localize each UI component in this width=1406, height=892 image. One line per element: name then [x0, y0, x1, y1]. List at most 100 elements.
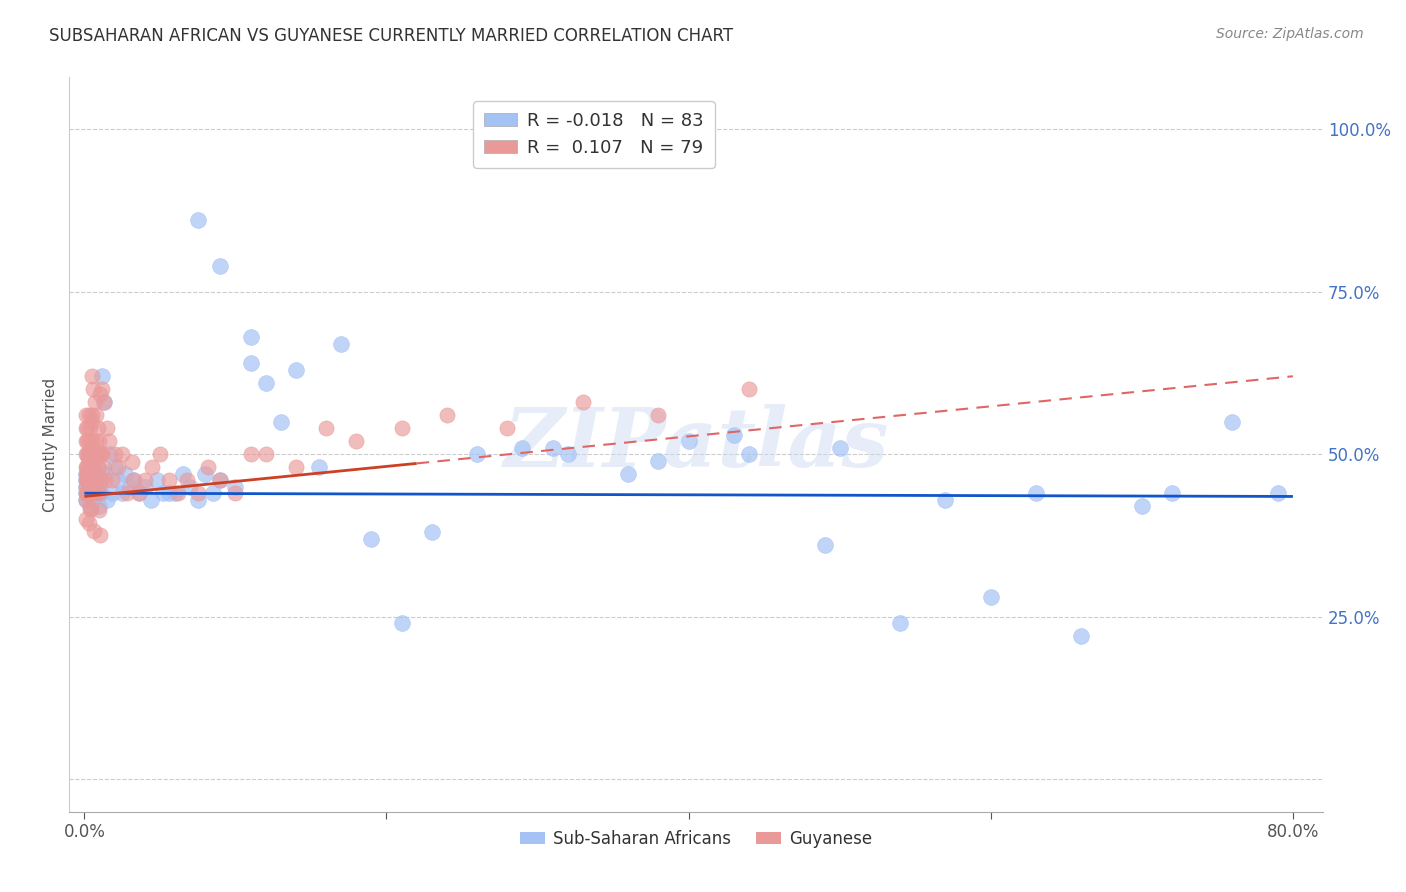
- Point: [107, 460, 129, 475]
- Point: [813, 538, 835, 552]
- Point: [118, 480, 141, 494]
- Point: [84, 447, 107, 461]
- Point: [678, 434, 700, 449]
- Point: [1130, 499, 1153, 513]
- Point: [738, 382, 761, 396]
- Point: [647, 409, 669, 423]
- Point: [91, 382, 114, 396]
- Point: [89, 447, 111, 461]
- Point: [224, 480, 246, 494]
- Point: [141, 460, 163, 475]
- Point: [96, 421, 118, 435]
- Point: [157, 473, 180, 487]
- Point: [96, 492, 118, 507]
- Point: [87, 460, 110, 475]
- Point: [111, 447, 134, 461]
- Point: [152, 486, 174, 500]
- Point: [80, 369, 103, 384]
- Point: [86, 409, 108, 423]
- Point: [86, 473, 108, 487]
- Point: [80, 502, 103, 516]
- Point: [239, 356, 262, 370]
- Point: [79, 499, 101, 513]
- Point: [75, 467, 97, 481]
- Point: [84, 467, 107, 481]
- Point: [90, 473, 112, 487]
- Point: [436, 409, 458, 423]
- Point: [89, 499, 111, 513]
- Point: [465, 447, 488, 461]
- Point: [75, 434, 97, 449]
- Point: [76, 460, 98, 475]
- Point: [79, 421, 101, 435]
- Point: [284, 460, 307, 475]
- Point: [111, 486, 134, 500]
- Point: [79, 447, 101, 461]
- Point: [828, 441, 851, 455]
- Point: [76, 473, 98, 487]
- Point: [89, 486, 111, 500]
- Point: [82, 460, 104, 475]
- Point: [122, 473, 145, 487]
- Point: [77, 473, 100, 487]
- Point: [420, 525, 443, 540]
- Point: [90, 447, 112, 461]
- Point: [79, 460, 101, 475]
- Point: [87, 486, 110, 500]
- Point: [541, 441, 564, 455]
- Point: [187, 486, 209, 500]
- Point: [889, 616, 911, 631]
- Point: [1025, 486, 1047, 500]
- Point: [91, 447, 114, 461]
- Point: [1161, 486, 1184, 500]
- Point: [738, 447, 761, 461]
- Point: [77, 492, 100, 507]
- Point: [391, 421, 413, 435]
- Point: [77, 486, 100, 500]
- Point: [79, 480, 101, 494]
- Point: [76, 460, 98, 475]
- Point: [80, 453, 103, 467]
- Point: [87, 445, 110, 459]
- Point: [76, 486, 98, 500]
- Point: [146, 473, 169, 487]
- Point: [93, 395, 115, 409]
- Point: [557, 447, 579, 461]
- Point: [75, 492, 97, 507]
- Point: [176, 473, 198, 487]
- Y-axis label: Currently Married: Currently Married: [44, 377, 58, 511]
- Point: [82, 447, 104, 461]
- Point: [84, 395, 107, 409]
- Point: [1222, 415, 1244, 429]
- Point: [79, 516, 101, 530]
- Point: [139, 492, 162, 507]
- Point: [197, 460, 219, 475]
- Point: [163, 486, 186, 500]
- Point: [75, 421, 97, 435]
- Point: [86, 473, 108, 487]
- Point: [79, 444, 101, 458]
- Point: [209, 473, 232, 487]
- Point: [179, 480, 201, 494]
- Point: [80, 486, 103, 500]
- Point: [75, 409, 97, 423]
- Point: [75, 492, 97, 507]
- Point: [201, 486, 224, 500]
- Point: [91, 369, 114, 384]
- Point: [167, 486, 190, 500]
- Point: [80, 460, 103, 475]
- Point: [572, 395, 595, 409]
- Point: [86, 434, 108, 449]
- Point: [87, 460, 110, 475]
- Point: [114, 467, 136, 481]
- Point: [254, 447, 277, 461]
- Point: [512, 441, 534, 455]
- Point: [75, 447, 97, 461]
- Point: [76, 434, 98, 449]
- Point: [75, 473, 97, 487]
- Point: [121, 473, 143, 487]
- Point: [77, 409, 100, 423]
- Point: [97, 434, 120, 449]
- Point: [97, 447, 120, 461]
- Point: [80, 486, 103, 500]
